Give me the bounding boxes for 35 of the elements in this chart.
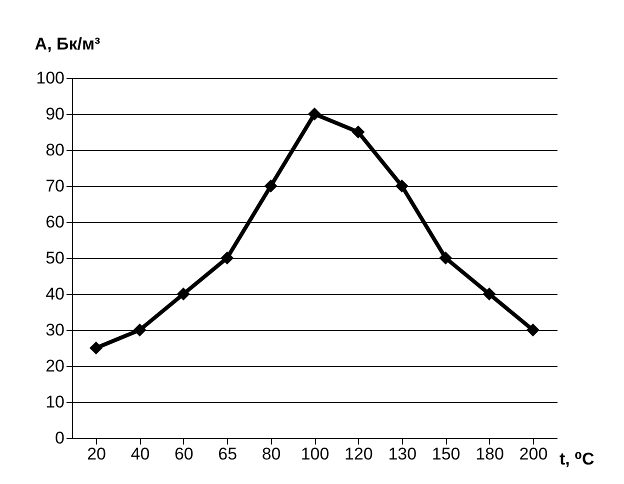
x-tick-label: 200	[519, 444, 548, 464]
x-tick-label: 100	[300, 444, 330, 464]
x-tick-label: 180	[476, 444, 504, 464]
point	[352, 125, 365, 139]
x-tick-label: 60	[174, 444, 194, 464]
x-tick-label: 40	[130, 444, 150, 464]
x-tick-label: 120	[344, 444, 373, 464]
y-tick-label: 30	[46, 320, 64, 340]
point	[308, 107, 322, 121]
x-tick-label: 150	[432, 444, 460, 464]
y-tick-label: 80	[46, 140, 64, 160]
y-tick-label: 60	[46, 212, 64, 232]
y-tick-label: 20	[46, 356, 64, 376]
y-tick-label: 40	[46, 284, 64, 304]
point	[482, 287, 496, 301]
point	[264, 179, 278, 193]
x-tick-label: 20	[87, 444, 106, 464]
x-tick-label: 65	[218, 444, 238, 464]
x-axis-title: t, ⁰C	[560, 450, 594, 468]
y-tick-label: 50	[46, 248, 64, 268]
y-axis-title: A, Бк/м³	[34, 34, 101, 54]
y-tick-label: 0	[55, 428, 64, 448]
x-tick-label: 80	[262, 444, 281, 464]
y-tick-label: 90	[46, 104, 64, 124]
point	[220, 251, 234, 265]
y-tick-label: 10	[46, 392, 64, 412]
point	[90, 341, 103, 355]
y-tick-label: 70	[46, 176, 64, 196]
y-tick-label: 100	[36, 68, 64, 88]
point	[176, 287, 190, 301]
point	[395, 179, 408, 193]
point	[439, 251, 452, 265]
x-tick-label: 130	[388, 444, 417, 464]
point	[526, 323, 540, 337]
point	[133, 323, 146, 337]
